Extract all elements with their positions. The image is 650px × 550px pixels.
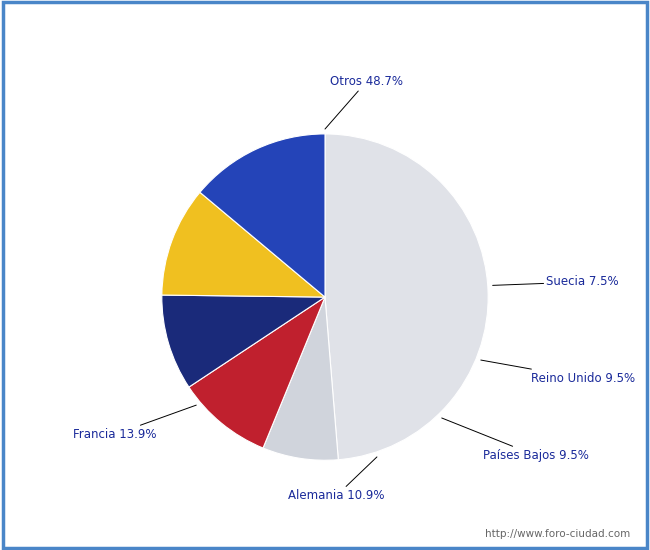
Wedge shape bbox=[162, 192, 325, 297]
Text: Otros 48.7%: Otros 48.7% bbox=[325, 75, 403, 129]
Text: Alemania 10.9%: Alemania 10.9% bbox=[288, 457, 385, 502]
Text: Reino Unido 9.5%: Reino Unido 9.5% bbox=[481, 360, 635, 385]
Text: Francia 13.9%: Francia 13.9% bbox=[73, 405, 196, 441]
Wedge shape bbox=[263, 297, 338, 460]
Text: Suecia 7.5%: Suecia 7.5% bbox=[493, 276, 619, 288]
Wedge shape bbox=[200, 134, 325, 297]
Wedge shape bbox=[325, 134, 488, 460]
Text: http://www.foro-ciudad.com: http://www.foro-ciudad.com bbox=[486, 529, 630, 539]
Wedge shape bbox=[189, 297, 325, 448]
Wedge shape bbox=[162, 295, 325, 387]
Text: Santa Margarida i els Monjos - Turistas extranjeros según país - Abril de 2024: Santa Margarida i els Monjos - Turistas … bbox=[41, 23, 609, 39]
Text: Países Bajos 9.5%: Países Bajos 9.5% bbox=[442, 418, 589, 462]
